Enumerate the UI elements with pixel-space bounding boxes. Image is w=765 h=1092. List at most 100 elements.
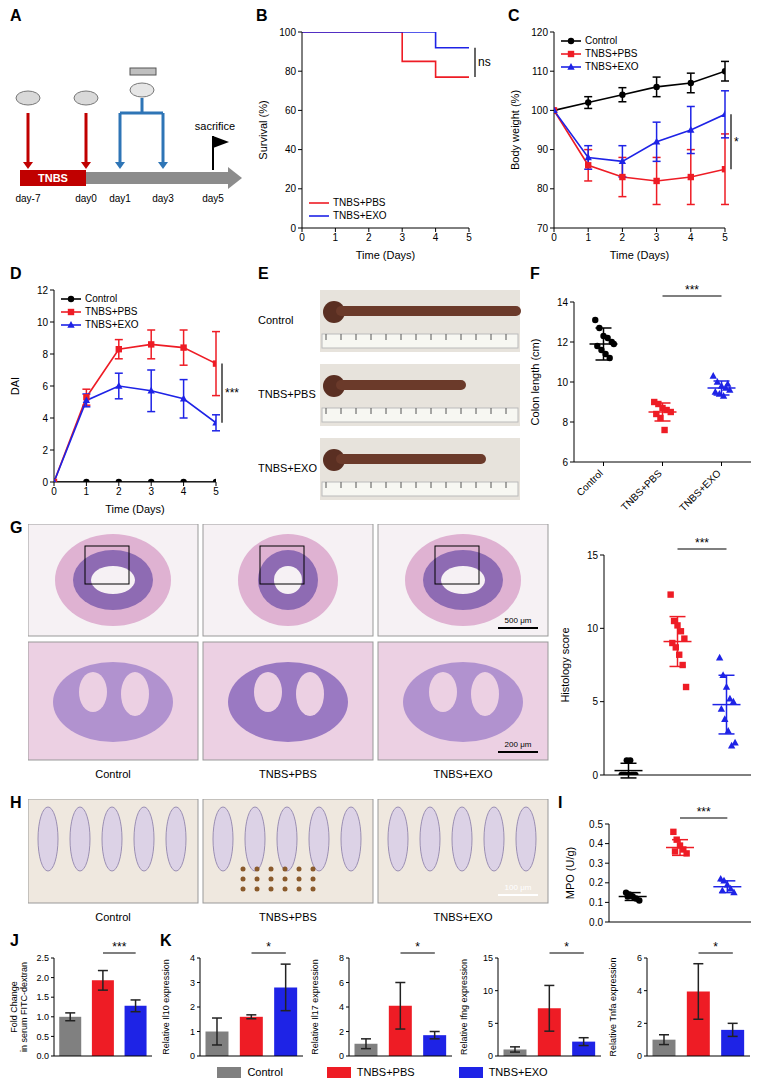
svg-text:Fold Change: Fold Change	[9, 981, 19, 1033]
svg-text:*: *	[734, 135, 739, 149]
svg-text:Survival (%): Survival (%)	[257, 100, 269, 159]
svg-text:Control: Control	[95, 911, 130, 923]
svg-text:DAI: DAI	[9, 377, 21, 395]
svg-text:1: 1	[333, 232, 339, 243]
svg-text:Control: Control	[95, 768, 130, 780]
svg-text:10: 10	[557, 377, 569, 388]
svg-text:15: 15	[587, 550, 599, 561]
svg-text:0.3: 0.3	[589, 858, 603, 869]
svg-text:Relative Il17 expression: Relative Il17 expression	[310, 959, 320, 1055]
svg-text:4: 4	[190, 953, 195, 963]
svg-text:0.0: 0.0	[36, 1051, 49, 1061]
svg-text:120: 120	[531, 27, 548, 38]
svg-text:Histology score: Histology score	[559, 627, 571, 702]
svg-text:2: 2	[339, 1027, 344, 1037]
svg-text:***: ***	[695, 536, 709, 550]
svg-text:TNBS: TNBS	[38, 172, 68, 184]
svg-text:4: 4	[339, 1002, 344, 1012]
svg-text:0.2: 0.2	[589, 877, 603, 888]
svg-text:Time (Days): Time (Days)	[356, 249, 415, 261]
svg-text:0: 0	[637, 1051, 642, 1061]
svg-text:*: *	[713, 940, 718, 954]
svg-text:40: 40	[285, 144, 297, 155]
svg-text:12: 12	[557, 337, 569, 348]
svg-text:TNBS+EXO: TNBS+EXO	[434, 768, 493, 780]
svg-text:Time (Days): Time (Days)	[105, 503, 164, 515]
svg-text:1: 1	[84, 486, 90, 497]
svg-text:70: 70	[537, 223, 549, 234]
svg-text:TNBS+EXO: TNBS+EXO	[677, 467, 723, 513]
svg-text:day3: day3	[152, 193, 174, 204]
svg-text:4: 4	[688, 232, 694, 243]
svg-text:1: 1	[585, 232, 591, 243]
svg-text:2: 2	[190, 1002, 195, 1012]
svg-text:3: 3	[148, 486, 154, 497]
svg-text:5: 5	[466, 232, 472, 243]
svg-text:2: 2	[116, 486, 122, 497]
svg-text:***: ***	[697, 805, 711, 819]
svg-text:8: 8	[339, 953, 344, 963]
svg-text:0: 0	[488, 1051, 493, 1061]
svg-text:2.0: 2.0	[36, 973, 49, 983]
svg-text:1: 1	[190, 1027, 195, 1037]
svg-text:100: 100	[531, 105, 548, 116]
svg-text:0: 0	[290, 223, 296, 234]
svg-text:500 μm: 500 μm	[505, 616, 532, 625]
svg-text:ns: ns	[478, 55, 491, 69]
svg-text:Control: Control	[258, 314, 293, 326]
svg-text:10: 10	[37, 317, 49, 328]
svg-text:5: 5	[488, 1019, 493, 1029]
svg-text:0: 0	[299, 232, 305, 243]
svg-text:*: *	[564, 940, 569, 954]
svg-text:10: 10	[587, 623, 599, 634]
svg-text:day-7: day-7	[15, 193, 40, 204]
svg-text:2: 2	[620, 232, 626, 243]
svg-text:80: 80	[537, 183, 549, 194]
svg-text:0.5: 0.5	[36, 1032, 49, 1042]
svg-text:0: 0	[42, 477, 48, 488]
svg-text:MPO (U/g): MPO (U/g)	[564, 847, 576, 900]
svg-text:2: 2	[42, 445, 48, 456]
svg-text:200 μm: 200 μm	[505, 740, 532, 749]
svg-text:8: 8	[42, 349, 48, 360]
svg-text:110: 110	[532, 66, 548, 77]
svg-text:5: 5	[213, 486, 219, 497]
svg-text:***: ***	[225, 386, 239, 400]
svg-text:day5: day5	[202, 193, 224, 204]
svg-text:8: 8	[562, 417, 568, 428]
svg-text:***: ***	[685, 283, 699, 297]
svg-text:Time (Days): Time (Days)	[610, 249, 669, 261]
svg-text:80: 80	[285, 66, 297, 77]
svg-text:Body weight (%): Body weight (%)	[509, 90, 521, 170]
svg-text:6: 6	[562, 457, 568, 468]
svg-text:1.0: 1.0	[36, 1012, 49, 1022]
svg-text:Colon length (cm): Colon length (cm)	[529, 339, 541, 426]
svg-text:TNBS+PBS: TNBS+PBS	[258, 388, 316, 400]
svg-text:Relative Tnfa expression: Relative Tnfa expression	[608, 958, 618, 1057]
svg-text:6: 6	[42, 381, 48, 392]
svg-text:TNBS+PBS: TNBS+PBS	[259, 911, 317, 923]
svg-text:0: 0	[339, 1051, 344, 1061]
svg-text:4: 4	[181, 486, 187, 497]
svg-text:90: 90	[537, 144, 549, 155]
svg-text:5: 5	[592, 696, 598, 707]
svg-text:100 μm: 100 μm	[505, 883, 532, 892]
svg-text:Relative Il10 expression: Relative Il10 expression	[161, 959, 171, 1055]
svg-text:***: ***	[112, 940, 126, 954]
svg-text:0.5: 0.5	[589, 819, 603, 830]
svg-text:in serum FITC-dextran: in serum FITC-dextran	[19, 962, 29, 1052]
svg-text:TNBS+EXO: TNBS+EXO	[434, 911, 493, 923]
svg-text:sacrifice: sacrifice	[195, 120, 235, 132]
svg-text:day0: day0	[75, 193, 97, 204]
svg-text:TNBS+PBS: TNBS+PBS	[619, 467, 664, 512]
svg-text:0.4: 0.4	[589, 838, 603, 849]
svg-text:3: 3	[190, 978, 195, 988]
svg-text:4: 4	[433, 232, 439, 243]
svg-text:Control: Control	[574, 468, 605, 499]
svg-text:1.5: 1.5	[36, 992, 49, 1002]
svg-text:TNBS+PBS: TNBS+PBS	[259, 768, 317, 780]
svg-text:15: 15	[483, 953, 493, 963]
svg-text:day1: day1	[109, 193, 131, 204]
svg-text:2.5: 2.5	[36, 953, 49, 963]
svg-text:0: 0	[190, 1051, 195, 1061]
